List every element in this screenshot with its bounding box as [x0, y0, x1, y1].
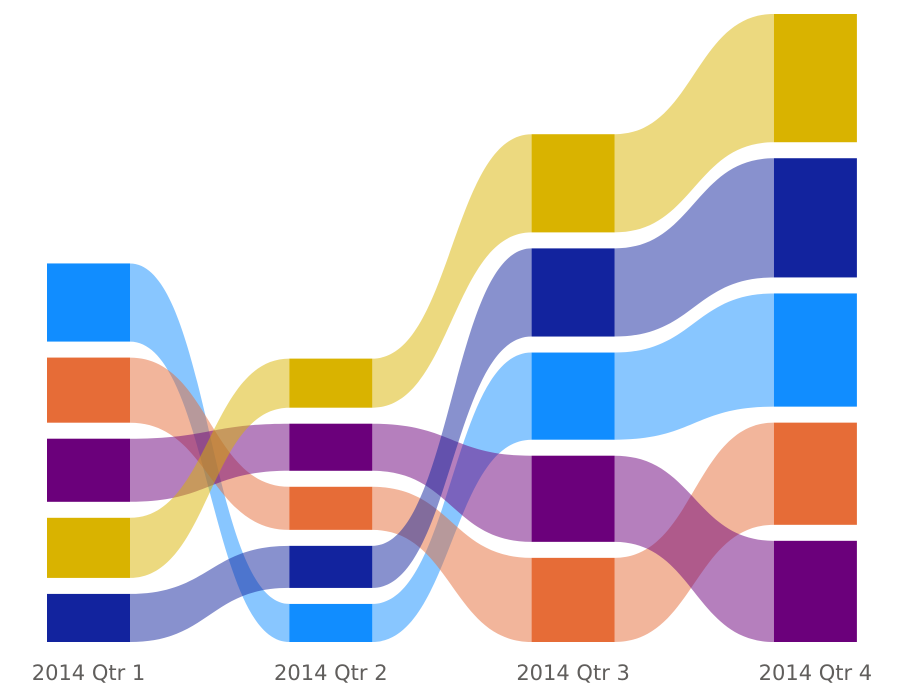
bar — [773, 540, 857, 642]
ribbon — [614, 14, 774, 233]
ribbon — [372, 423, 532, 542]
bar — [773, 422, 857, 525]
ribbon — [372, 134, 532, 408]
bar — [47, 517, 130, 578]
bar — [773, 293, 857, 407]
x-tick-label: 2014 Qtr 1 — [32, 661, 146, 685]
bar — [289, 423, 373, 471]
bar — [773, 14, 857, 143]
ribbon — [372, 248, 532, 588]
bar — [531, 248, 615, 337]
x-tick-label: 2014 Qtr 3 — [516, 661, 630, 685]
bar — [531, 557, 615, 642]
bar — [289, 603, 373, 642]
bar — [289, 486, 373, 530]
ribbon — [130, 545, 290, 642]
bar — [773, 158, 857, 278]
bar — [47, 263, 130, 342]
bar — [47, 438, 130, 502]
bar — [289, 545, 373, 588]
bar — [531, 134, 615, 233]
bar — [531, 352, 615, 440]
bar — [47, 357, 130, 423]
ribbon — [130, 358, 290, 578]
ribbon — [614, 158, 774, 337]
ribbon — [614, 293, 774, 440]
x-tick-label: 2014 Qtr 2 — [274, 661, 388, 685]
bars — [47, 14, 857, 642]
ribbons — [130, 14, 774, 642]
bar — [531, 455, 615, 542]
bar — [47, 593, 130, 642]
ribbon — [614, 455, 774, 642]
bar — [289, 358, 373, 408]
x-tick-label: 2014 Qtr 4 — [759, 661, 873, 685]
